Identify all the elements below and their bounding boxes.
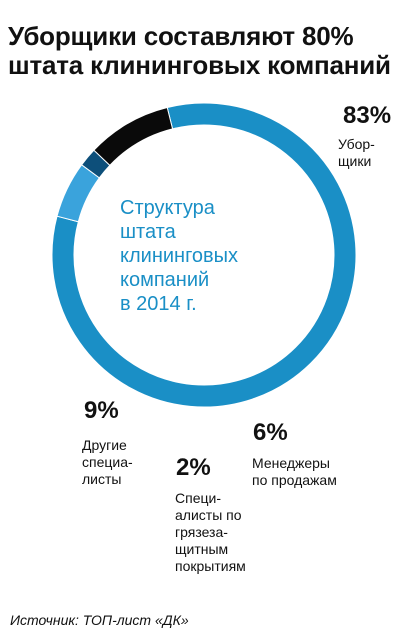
slice-label-coatings-line-3: грязеза- <box>175 524 228 540</box>
source-note: Источник: ТОП-лист «ДК» <box>10 612 189 628</box>
center-label-line-1: Структура <box>120 197 215 219</box>
slice-label-coatings: Специ- алисты по грязеза- щитным покрыти… <box>175 490 246 575</box>
slice-label-cleaners: Убор- щики <box>338 136 375 170</box>
slice-label-other-line-3: листы <box>82 471 122 487</box>
donut-ring <box>51 102 357 408</box>
center-label-line-3: клининговых <box>120 245 239 267</box>
slice-label-managers-line-1: Менеджеры <box>252 455 330 471</box>
slice-label-other-line-1: Другие <box>82 437 127 453</box>
slice-value-cleaners: 83% <box>343 102 392 129</box>
chart-title: Уборщики составляют 80% штата клининговы… <box>8 22 404 80</box>
slice-label-cleaners-line-1: Убор- <box>338 136 375 152</box>
slice-label-coatings-line-1: Специ- <box>175 490 221 506</box>
slice-label-other: Другие специа- листы <box>82 437 133 488</box>
chart-title-line-2: штата клининговых компаний <box>8 50 391 80</box>
chart-title-line-1: Уборщики составляют 80% <box>8 21 354 51</box>
slice-other <box>93 106 174 167</box>
slice-label-coatings-line-4: щитным <box>175 541 229 557</box>
donut-center-label: Структура штата клининговых компаний в 2… <box>120 196 290 316</box>
slice-label-coatings-line-2: алисты по <box>175 507 242 523</box>
slice-label-managers-line-2: по продажам <box>252 472 337 488</box>
slice-label-managers: Менеджеры по продажам <box>252 455 337 489</box>
slice-value-managers: 6% <box>253 419 288 446</box>
slice-label-other-line-2: специа- <box>82 454 133 470</box>
slice-value-other: 9% <box>84 397 119 424</box>
center-label-line-4: компаний <box>120 269 210 291</box>
slice-cleaners <box>51 102 357 408</box>
center-label-line-5: в 2014 г. <box>120 293 197 315</box>
slice-label-cleaners-line-2: щики <box>338 153 372 169</box>
slice-label-coatings-line-5: покрытиям <box>175 558 246 574</box>
center-label-line-2: штата <box>120 221 176 243</box>
slice-value-coatings: 2% <box>176 454 211 481</box>
